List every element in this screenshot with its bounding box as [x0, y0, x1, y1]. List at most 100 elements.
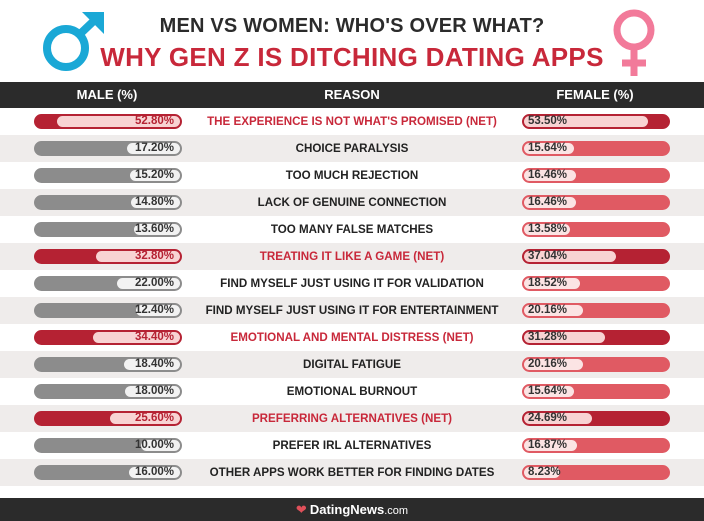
female-value-label: 15.64% [528, 142, 568, 154]
male-bar: 12.40% [34, 303, 182, 318]
table-row: 34.40% EMOTIONAL AND MENTAL DISTRESS (NET… [0, 324, 704, 351]
male-value-label: 34.40% [134, 331, 174, 343]
male-bar-fill [96, 251, 180, 262]
table-row: 52.80% THE EXPERIENCE IS NOT WHAT'S PROMI… [0, 108, 704, 135]
male-value-label: 10.00% [134, 439, 174, 451]
male-bar: 10.00% [34, 438, 182, 453]
brand-name: DatingNews [309, 502, 385, 517]
column-header-reason: REASON [324, 87, 380, 102]
male-value-label: 12.40% [134, 304, 174, 316]
chart-title: MEN VS WOMEN: WHO'S OVER WHAT? [159, 15, 545, 37]
female-value-label: 16.46% [528, 169, 568, 181]
female-value-label: 20.16% [528, 304, 568, 316]
reason-label: TOO MANY FALSE MATCHES [270, 223, 434, 236]
female-bar: 37.04% [522, 249, 670, 264]
male-bar-fill [125, 386, 180, 397]
table-row: 22.00% FIND MYSELF JUST USING IT FOR VALI… [0, 270, 704, 297]
male-bar: 13.60% [34, 222, 182, 237]
male-bar-fill [133, 224, 180, 235]
female-bar: 53.50% [522, 114, 670, 129]
female-value-label: 18.52% [528, 277, 568, 289]
male-bar: 25.60% [34, 411, 182, 426]
male-value-label: 25.60% [134, 412, 174, 424]
male-bar-fill [57, 116, 180, 127]
female-value-label: 24.69% [528, 412, 568, 424]
reason-label: PREFERRING ALTERNATIVES (NET) [251, 412, 453, 425]
male-value-label: 17.20% [134, 142, 174, 154]
female-bar: 15.64% [522, 384, 670, 399]
male-bar: 16.00% [34, 465, 182, 480]
male-bar-fill [126, 143, 180, 154]
reason-label: EMOTIONAL AND MENTAL DISTRESS (NET) [230, 331, 474, 344]
male-bar: 52.80% [34, 114, 182, 129]
female-bar-fill [524, 386, 575, 397]
male-bar-fill [135, 305, 180, 316]
male-bar-fill [117, 278, 180, 289]
reason-label: PREFER IRL ALTERNATIVES [272, 439, 432, 452]
reason-label: LACK OF GENUINE CONNECTION [257, 196, 447, 209]
female-bar: 31.28% [522, 330, 670, 345]
table-row: 12.40% FIND MYSELF JUST USING IT FOR ENTE… [0, 297, 704, 324]
table-row: 13.60% TOO MANY FALSE MATCHES 13.58% [0, 216, 704, 243]
male-bar: 34.40% [34, 330, 182, 345]
female-value-label: 16.87% [528, 439, 568, 451]
male-value-label: 22.00% [134, 277, 174, 289]
male-symbol-icon [43, 12, 104, 71]
male-bar: 18.00% [34, 384, 182, 399]
female-symbol-icon [613, 9, 655, 76]
female-bar: 20.16% [522, 303, 670, 318]
female-bar-fill [524, 170, 576, 181]
female-value-label: 31.28% [528, 331, 568, 343]
male-bar: 32.80% [34, 249, 182, 264]
heart-icon: ❤ [295, 502, 307, 517]
footer: ❤ DatingNews.com [0, 498, 704, 521]
table-row: 14.80% LACK OF GENUINE CONNECTION 16.46% [0, 189, 704, 216]
reason-label: DIGITAL FATIGUE [303, 358, 401, 371]
female-bar-fill [524, 197, 576, 208]
table-row: 25.60% PREFERRING ALTERNATIVES (NET) 24.69… [0, 405, 704, 432]
female-bar-fill [524, 116, 648, 127]
male-value-label: 52.80% [134, 115, 174, 127]
male-bar-fill [93, 332, 180, 343]
male-bar: 14.80% [34, 195, 182, 210]
male-bar-fill [124, 359, 180, 370]
female-bar-fill [524, 332, 605, 343]
male-value-label: 16.00% [134, 466, 174, 478]
female-bar: 24.69% [522, 411, 670, 426]
female-bar-fill [524, 224, 571, 235]
male-bar-fill [110, 413, 180, 424]
female-bar: 18.52% [522, 276, 670, 291]
table-row: 16.00% OTHER APPS WORK BETTER FOR FINDING… [0, 459, 704, 486]
table-row: 32.80% TREATING IT LIKE A GAME (NET) 37.04… [0, 243, 704, 270]
male-value-label: 32.80% [134, 250, 174, 262]
male-bar: 17.20% [34, 141, 182, 156]
female-value-label: 20.16% [528, 358, 568, 370]
female-bar-fill [524, 305, 584, 316]
female-value-label: 13.58% [528, 223, 568, 235]
column-header-bar: MALE (%) REASON FEMALE (%) [0, 82, 704, 108]
table-row: 18.40% DIGITAL FATIGUE 20.16% [0, 351, 704, 378]
reason-label: EMOTIONAL BURNOUT [286, 385, 418, 398]
female-value-label: 37.04% [528, 250, 568, 262]
female-bar-fill [524, 251, 616, 262]
reason-label: TOO MUCH REJECTION [285, 169, 419, 182]
reason-label: OTHER APPS WORK BETTER FOR FINDING DATES [209, 466, 495, 479]
female-bar-fill [524, 359, 584, 370]
male-bar-fill [128, 467, 180, 478]
header: MEN VS WOMEN: WHO'S OVER WHAT? WHY GEN Z… [0, 0, 704, 82]
male-bar-fill [131, 197, 180, 208]
male-value-label: 14.80% [134, 196, 174, 208]
male-bar: 22.00% [34, 276, 182, 291]
female-bar: 16.46% [522, 168, 670, 183]
column-header-female: FEMALE (%) [556, 87, 634, 102]
female-bar-fill [524, 467, 560, 478]
female-bar-fill [524, 278, 580, 289]
chart-subtitle: WHY GEN Z IS DITCHING DATING APPS [100, 42, 604, 72]
table-row: 17.20% CHOICE PARALYSIS 15.64% [0, 135, 704, 162]
male-bar: 15.20% [34, 168, 182, 183]
female-bar-fill [524, 440, 577, 451]
female-bar: 15.64% [522, 141, 670, 156]
reason-label: FIND MYSELF JUST USING IT FOR ENTERTAINM… [205, 304, 499, 317]
male-bar: 18.40% [34, 357, 182, 372]
female-bar: 20.16% [522, 357, 670, 372]
